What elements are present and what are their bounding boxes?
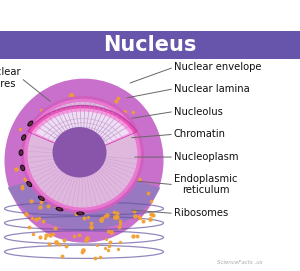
Ellipse shape (56, 207, 64, 211)
Ellipse shape (38, 196, 45, 201)
Ellipse shape (22, 136, 25, 140)
Text: ScienceFacts .us: ScienceFacts .us (217, 260, 263, 265)
Ellipse shape (57, 208, 62, 211)
Ellipse shape (21, 166, 24, 170)
Ellipse shape (39, 197, 43, 200)
Ellipse shape (19, 149, 23, 156)
Ellipse shape (4, 79, 164, 243)
Ellipse shape (52, 127, 106, 178)
Text: Ribosomes: Ribosomes (174, 208, 228, 218)
Ellipse shape (20, 164, 25, 171)
Text: Endoplasmic
reticulum: Endoplasmic reticulum (174, 174, 238, 195)
Ellipse shape (27, 182, 31, 186)
Ellipse shape (24, 99, 141, 211)
Text: Nuclear lamina: Nuclear lamina (174, 84, 250, 94)
Ellipse shape (20, 150, 22, 155)
Text: Nucleoplasm: Nucleoplasm (174, 152, 239, 162)
Ellipse shape (21, 134, 26, 141)
Wedge shape (36, 111, 129, 155)
Ellipse shape (27, 121, 33, 127)
Text: Nucleus: Nucleus (103, 35, 197, 55)
Text: Nuclear envelope: Nuclear envelope (174, 62, 262, 72)
Text: Nuclear
pores: Nuclear pores (0, 67, 21, 89)
Wedge shape (8, 166, 160, 230)
Ellipse shape (28, 122, 32, 125)
Ellipse shape (21, 96, 144, 214)
Text: Nucleolus: Nucleolus (174, 107, 223, 117)
FancyBboxPatch shape (0, 31, 300, 59)
Text: Chromatin: Chromatin (174, 129, 226, 139)
Ellipse shape (76, 211, 85, 215)
Wedge shape (32, 108, 134, 155)
Wedge shape (28, 105, 137, 155)
Ellipse shape (28, 102, 137, 207)
Ellipse shape (78, 212, 83, 215)
Ellipse shape (26, 181, 32, 187)
